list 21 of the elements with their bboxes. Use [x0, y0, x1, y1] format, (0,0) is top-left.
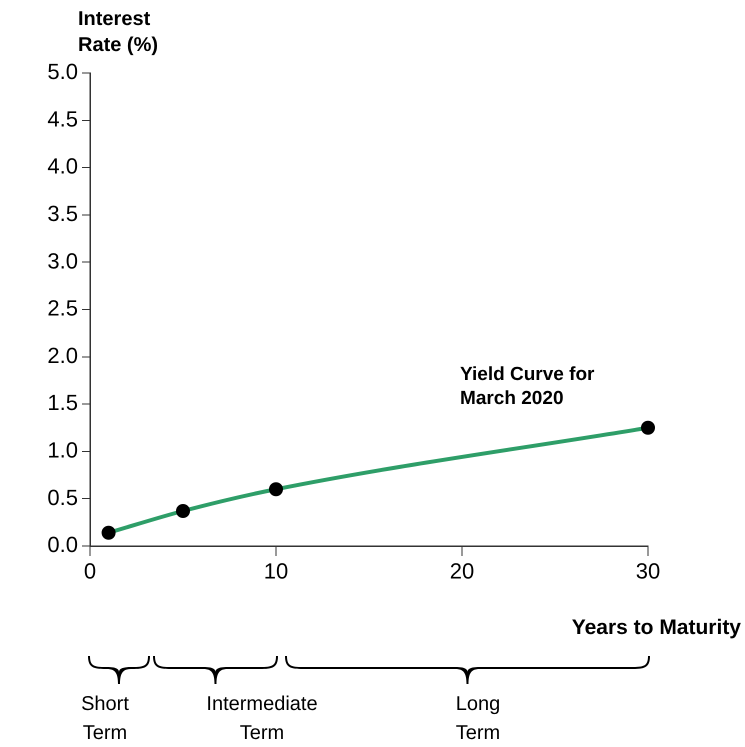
text: Short Term — [80, 692, 130, 746]
y-tick-label: 0.0 — [47, 532, 78, 558]
x-tick-label: 10 — [264, 558, 288, 584]
x-tick-label: 0 — [84, 558, 96, 584]
y-axis-title: Interest Rate (%) — [78, 7, 160, 58]
y-tick-label: 0.5 — [47, 484, 78, 510]
text: Intermediate Term — [205, 692, 319, 746]
y-tick-label: 3.5 — [47, 200, 78, 226]
y-tick-label: 1.5 — [47, 390, 78, 416]
x-tick-label: 20 — [450, 558, 474, 584]
y-tick-label: 2.5 — [47, 296, 78, 321]
y-tick-label: 3.0 — [47, 248, 78, 274]
y-tick-label: 5.0 — [47, 59, 78, 84]
y-tick-label: 1.0 — [47, 437, 78, 462]
y-tick-label: 4.5 — [47, 106, 78, 132]
text: Long Term — [454, 692, 502, 746]
y-tick-label: 2.0 — [47, 342, 78, 368]
series-label: Yield Curve for March 2020 — [460, 364, 596, 409]
y-tick-label: 4.0 — [47, 154, 78, 179]
x-axis-title: Years to Maturity — [572, 616, 741, 640]
x-tick-label: 30 — [636, 558, 660, 584]
